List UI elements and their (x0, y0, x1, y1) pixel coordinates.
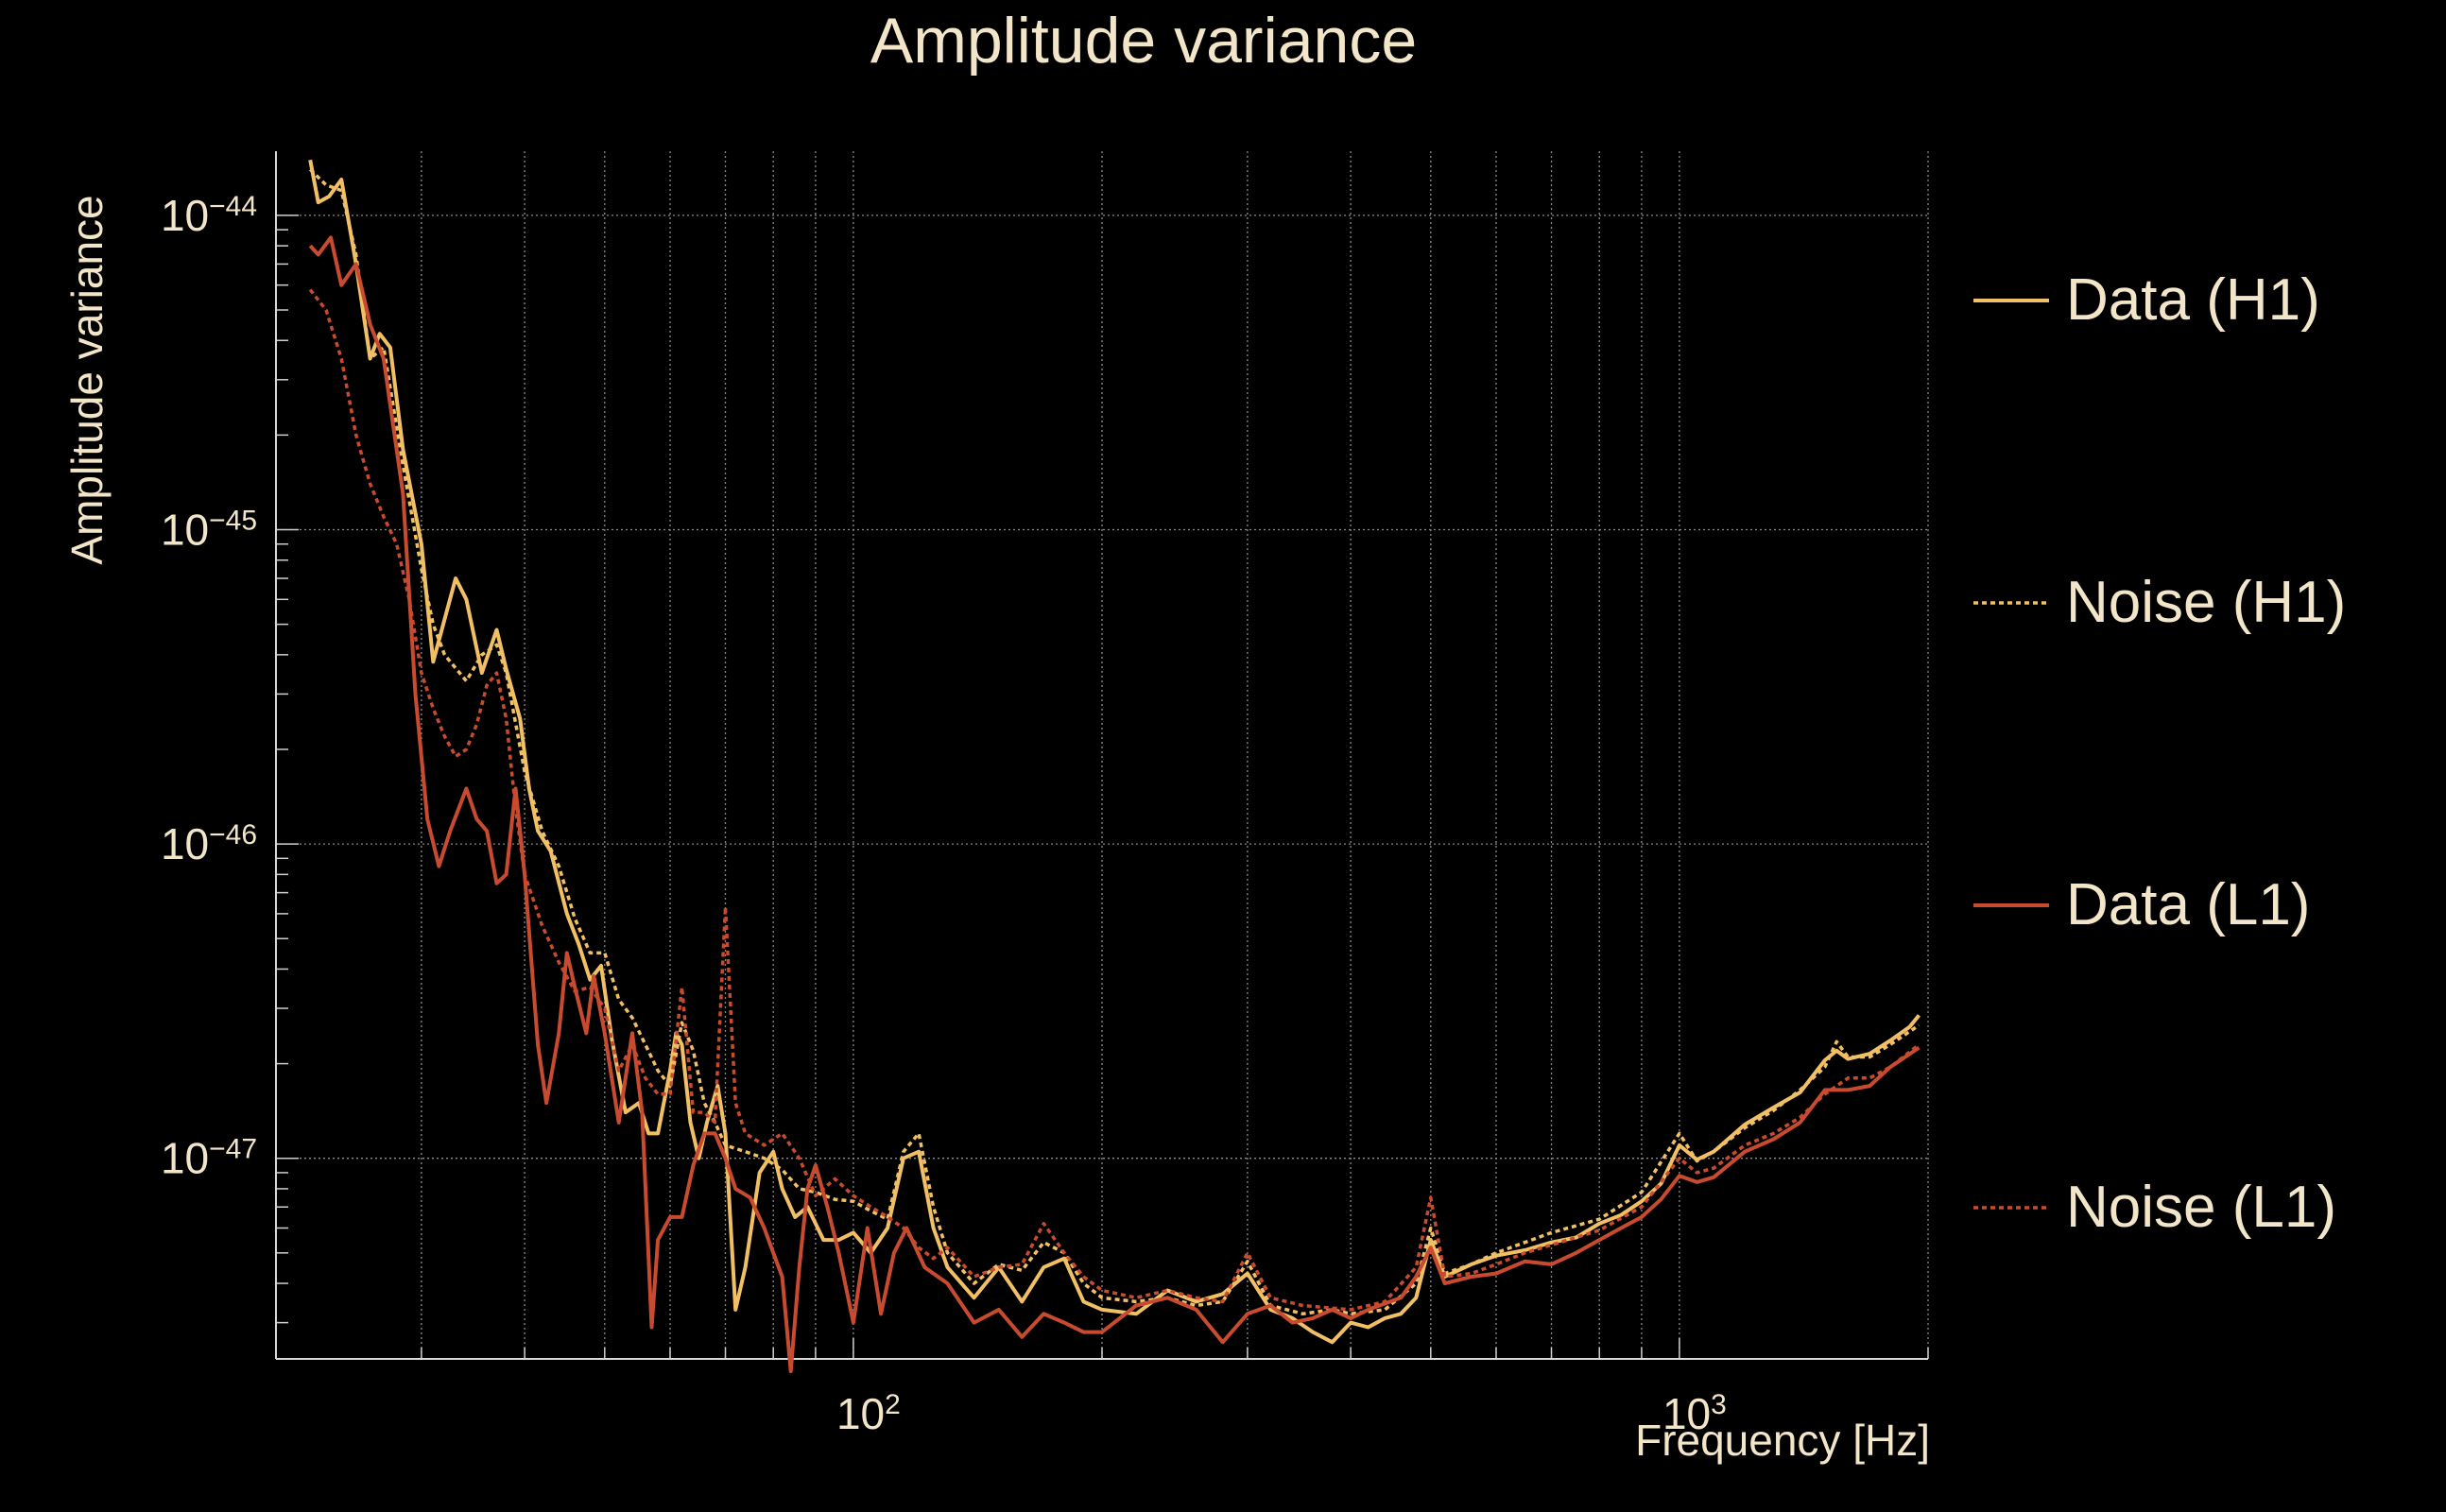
series-line-data-l1 (308, 235, 1921, 1374)
x-tick-label: 103 (1662, 1389, 1727, 1439)
series-line-noise-h1 (308, 168, 1921, 1316)
y-axis-label: Amplitude variance (62, 195, 112, 564)
chart-title: Amplitude variance (870, 5, 1417, 77)
y-tick-label: 10−45 (161, 505, 257, 555)
legend-label: Data (H1) (2066, 267, 2320, 333)
series-line-noise-l1 (308, 288, 1921, 1312)
series-lines (308, 159, 1921, 1374)
legend-label: Data (L1) (2066, 872, 2310, 937)
x-tick-label: 102 (836, 1389, 901, 1439)
y-tick-label: 10−46 (161, 819, 257, 869)
legend: Data (H1) Noise (H1) Data (L1) Noise (L1) (1973, 267, 2346, 1240)
y-tick-label: 10−44 (161, 190, 257, 240)
legend-label: Noise (L1) (2066, 1175, 2336, 1240)
x-axis-label: Frequency [Hz] (1635, 1416, 1930, 1465)
legend-label: Noise (H1) (2066, 570, 2346, 635)
y-tick-label: 10−47 (161, 1133, 257, 1183)
axes: 10−47 10−46 10−45 10−44 102 103 (161, 151, 1929, 1439)
